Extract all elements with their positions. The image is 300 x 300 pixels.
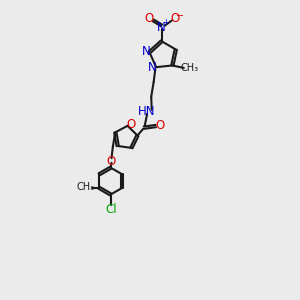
Text: CH₃: CH₃ (181, 63, 199, 73)
Text: N: N (148, 61, 157, 74)
Text: Cl: Cl (105, 203, 116, 216)
Text: N: N (142, 45, 150, 58)
Text: −: − (176, 11, 184, 21)
Text: HN: HN (138, 105, 156, 118)
Text: +: + (162, 18, 169, 27)
Text: O: O (156, 119, 165, 132)
Text: N: N (157, 21, 166, 34)
Text: O: O (170, 12, 180, 26)
Text: CH₃: CH₃ (76, 182, 95, 193)
Text: O: O (144, 12, 153, 26)
Text: O: O (106, 155, 115, 168)
Text: O: O (126, 118, 135, 131)
